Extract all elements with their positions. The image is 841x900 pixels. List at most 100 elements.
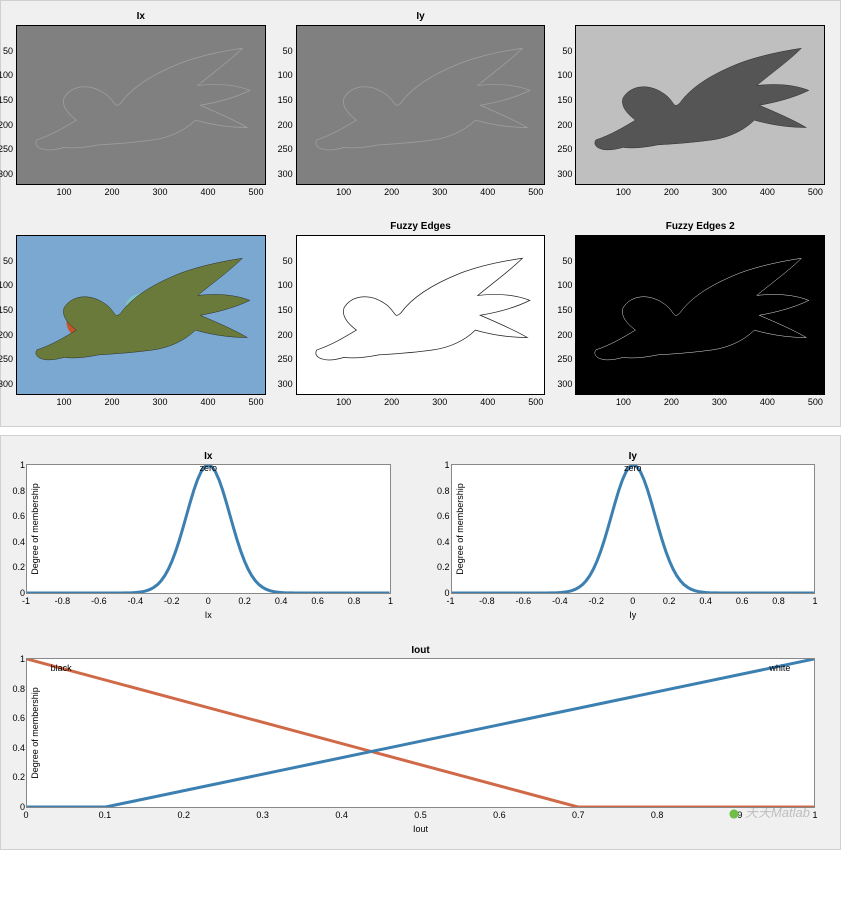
xtick-label: 0.2: [238, 596, 251, 606]
ytick-label: 150: [557, 305, 572, 315]
xtick-label: 100: [336, 187, 351, 197]
xtick-label: 400: [201, 397, 216, 407]
watermark-text: 天天Matlab: [745, 805, 810, 820]
y-axis: 00.20.40.60.81: [430, 465, 450, 593]
xtick-label: 100: [56, 187, 71, 197]
bird-silhouette: [17, 236, 265, 385]
xtick-label: 0.4: [275, 596, 288, 606]
image-subplot: 50100150200250300100200300400500: [575, 11, 825, 201]
ytick-label: 250: [0, 144, 13, 154]
subplot-title: Ix: [16, 11, 266, 23]
xtick-label: 200: [105, 187, 120, 197]
subplot-title: Fuzzy Edges: [296, 221, 546, 233]
iout-chart: IoutDegree of membership00.20.40.60.81bl…: [26, 645, 815, 834]
subplot-title: [575, 11, 825, 23]
image-box: 50100150200250300: [575, 25, 825, 185]
image-grid-panel: Ix50100150200250300100200300400500Iy5010…: [0, 0, 841, 427]
image-box: 50100150200250300: [296, 25, 546, 185]
xtick-label: 0.4: [335, 810, 348, 820]
image-grid-row-1: Ix50100150200250300100200300400500Iy5010…: [16, 11, 825, 201]
xtick-label: 0.7: [572, 810, 585, 820]
xtick-label: 300: [432, 187, 447, 197]
curve-layer: [27, 659, 814, 807]
xtick-label: -0.4: [552, 596, 568, 606]
curve-annotation: zero: [624, 463, 642, 473]
x-axis: 100200300400500: [575, 397, 825, 411]
xtick-label: -0.8: [479, 596, 495, 606]
xtick-label: 1: [812, 810, 817, 820]
ytick-label: 0.4: [437, 537, 450, 547]
xtick-label: 100: [616, 187, 631, 197]
ytick-label: 0.8: [12, 486, 25, 496]
chart-title: Iout: [26, 645, 815, 656]
bird-silhouette: [576, 236, 824, 385]
xtick-label: 200: [105, 397, 120, 407]
ytick-label: 0.6: [12, 713, 25, 723]
ytick-label: 100: [557, 280, 572, 290]
y-axis: 50100150200250300: [0, 236, 13, 394]
xtick-label: 400: [760, 187, 775, 197]
ytick-label: 200: [278, 330, 293, 340]
ytick-label: 0.8: [437, 486, 450, 496]
ytick-label: 250: [557, 354, 572, 364]
xtick-label: 500: [249, 397, 264, 407]
image-subplot: Ix50100150200250300100200300400500: [16, 11, 266, 201]
xtick-label: -0.6: [91, 596, 107, 606]
ytick-label: 0.6: [12, 511, 25, 521]
image-box: 50100150200250300: [16, 235, 266, 395]
membership-chart: Iy Degree of membership00.20.40.60.81zero…: [451, 451, 816, 620]
ytick-label: 100: [278, 70, 293, 80]
xtick-label: 0.6: [493, 810, 506, 820]
x-axis-label: Iout: [26, 824, 815, 834]
image-box: 50100150200250300: [575, 235, 825, 395]
xtick-label: 0.8: [651, 810, 664, 820]
xtick-label: 100: [336, 397, 351, 407]
xtick-label: 1: [388, 596, 393, 606]
ytick-label: 100: [278, 280, 293, 290]
ytick-label: 300: [0, 379, 13, 389]
ytick-label: 150: [0, 305, 13, 315]
xtick-label: 200: [384, 187, 399, 197]
curve-annotation: white: [769, 663, 790, 673]
xtick-label: -0.2: [164, 596, 180, 606]
ytick-label: 250: [0, 354, 13, 364]
xtick-label: -0.8: [55, 596, 71, 606]
xtick-label: 100: [616, 397, 631, 407]
ytick-label: 0.2: [12, 562, 25, 572]
ytick-label: 0.4: [12, 743, 25, 753]
ytick-label: 250: [557, 144, 572, 154]
xtick-label: 0.6: [736, 596, 749, 606]
xtick-label: 200: [664, 187, 679, 197]
x-axis: 100200300400500: [16, 187, 266, 201]
ytick-label: 200: [557, 330, 572, 340]
ytick-label: 100: [0, 70, 13, 80]
image-subplot: 50100150200250300100200300400500: [16, 221, 266, 411]
xtick-label: 500: [808, 397, 823, 407]
ytick-label: 100: [0, 280, 13, 290]
ytick-label: 300: [557, 169, 572, 179]
bird-silhouette: [297, 26, 545, 175]
ytick-label: 300: [557, 379, 572, 389]
ytick-label: 0.4: [12, 537, 25, 547]
xtick-label: 0: [630, 596, 635, 606]
chart-area: Degree of membership00.20.40.60.81zero: [26, 464, 391, 594]
x-axis-label: Iy: [451, 610, 816, 620]
image-box: 50100150200250300: [16, 25, 266, 185]
xtick-label: 300: [153, 397, 168, 407]
xtick-label: 400: [480, 397, 495, 407]
xtick-label: 0.3: [256, 810, 269, 820]
x-axis: 100200300400500: [296, 187, 546, 201]
chart-area: Degree of membership00.20.40.60.81zero: [451, 464, 816, 594]
ytick-label: 0.8: [12, 684, 25, 694]
ytick-label: 50: [562, 46, 572, 56]
y-axis: 00.20.40.60.81: [5, 465, 25, 593]
ytick-label: 50: [283, 256, 293, 266]
xtick-label: 300: [712, 397, 727, 407]
ytick-label: 250: [278, 354, 293, 364]
ytick-label: 50: [3, 46, 13, 56]
x-axis: 00.10.20.30.40.50.60.70.80.91: [26, 810, 815, 822]
watermark: 天天Matlab: [727, 802, 810, 821]
xtick-label: -0.4: [128, 596, 144, 606]
xtick-label: 0: [23, 810, 28, 820]
chart-title: Ix: [26, 451, 391, 462]
